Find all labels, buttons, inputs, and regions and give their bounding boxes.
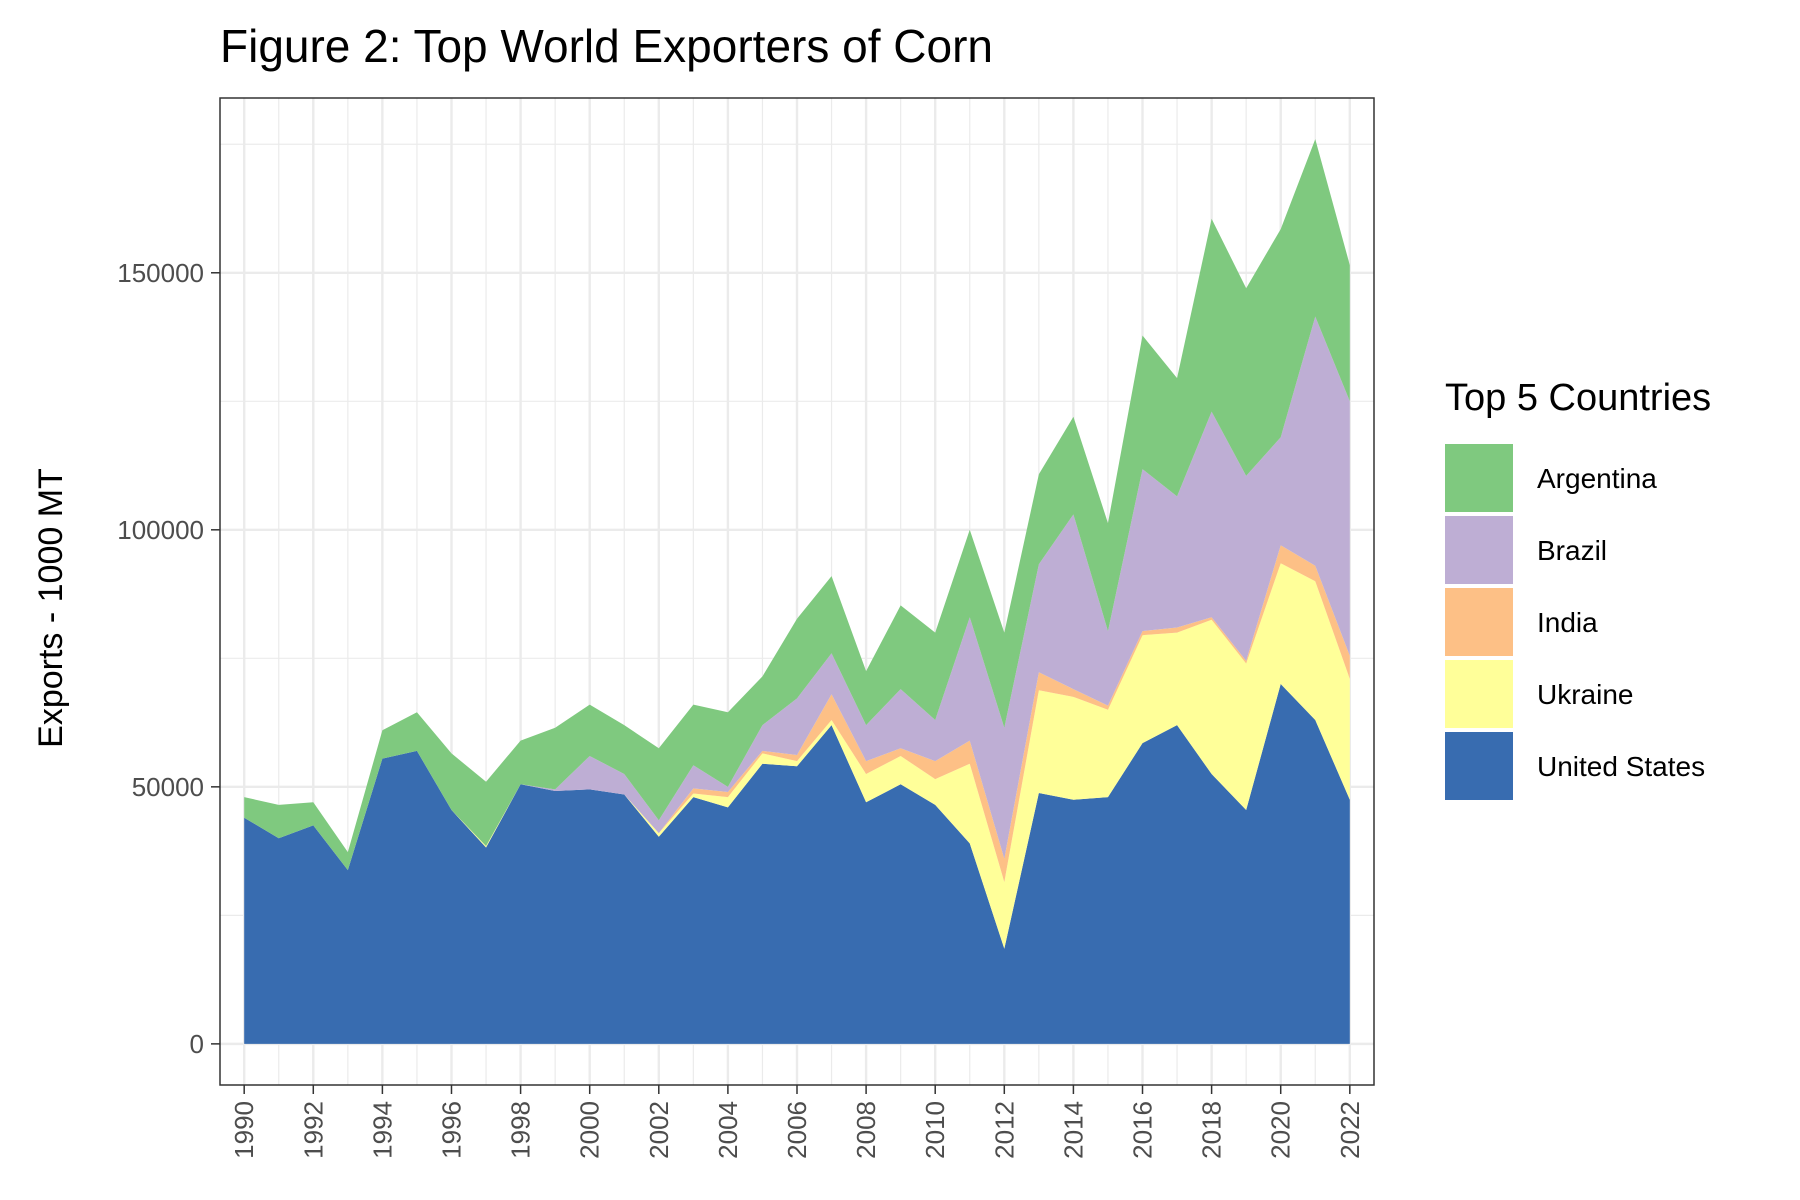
legend-swatch-brazil xyxy=(1445,516,1513,584)
x-tick-label: 1996 xyxy=(436,1101,466,1159)
x-tick-label: 2004 xyxy=(713,1101,743,1159)
chart-title: Figure 2: Top World Exporters of Corn xyxy=(220,20,993,72)
y-tick-label: 0 xyxy=(190,1029,204,1059)
x-tick-label: 2012 xyxy=(989,1101,1019,1159)
legend-title: Top 5 Countries xyxy=(1445,377,1711,419)
x-axis: 1990 1992 1994 1996 1998 2000 2002 2004 2006 2008… xyxy=(229,1085,1365,1159)
area-brazil xyxy=(244,316,1350,871)
x-tick-label: 1990 xyxy=(229,1101,259,1159)
y-tick-label: 50000 xyxy=(132,772,204,802)
x-tick-label: 2010 xyxy=(920,1101,950,1159)
legend-label-ukraine: Ukraine xyxy=(1537,679,1633,710)
y-tick-label: 100000 xyxy=(117,515,204,545)
area-united-states xyxy=(244,684,1350,1044)
x-tick-label: 2000 xyxy=(575,1101,605,1159)
x-tick-label: 2018 xyxy=(1197,1101,1227,1159)
x-tick-label: 1994 xyxy=(367,1101,397,1159)
series-areas xyxy=(244,139,1350,1044)
x-tick-label: 2014 xyxy=(1058,1101,1088,1159)
y-axis-label: Exports - 1000 MT xyxy=(32,468,70,748)
x-tick-label: 2022 xyxy=(1335,1101,1365,1159)
y-axis: 0 50000 100000 150000 xyxy=(117,258,220,1059)
legend-label-brazil: Brazil xyxy=(1537,535,1607,566)
legend-swatch-argentina xyxy=(1445,444,1513,512)
x-tick-label: 2016 xyxy=(1128,1101,1158,1159)
x-tick-label: 2020 xyxy=(1266,1101,1296,1159)
legend: Top 5 Countries Argentina Brazil India Ukra… xyxy=(1445,377,1711,800)
y-tick-label: 150000 xyxy=(117,258,204,288)
legend-label-india: India xyxy=(1537,607,1598,638)
x-tick-label: 1992 xyxy=(298,1101,328,1159)
area-ukraine xyxy=(244,563,1350,949)
legend-label-united-states: United States xyxy=(1537,751,1705,782)
x-tick-label: 2006 xyxy=(782,1101,812,1159)
legend-swatch-united-states xyxy=(1445,732,1513,800)
area-argentina xyxy=(244,139,1350,871)
x-tick-label: 2002 xyxy=(644,1101,674,1159)
legend-swatch-india xyxy=(1445,588,1513,656)
x-tick-label: 2008 xyxy=(851,1101,881,1159)
legend-swatch-ukraine xyxy=(1445,660,1513,728)
legend-label-argentina: Argentina xyxy=(1537,463,1657,494)
x-tick-label: 1998 xyxy=(506,1101,536,1159)
